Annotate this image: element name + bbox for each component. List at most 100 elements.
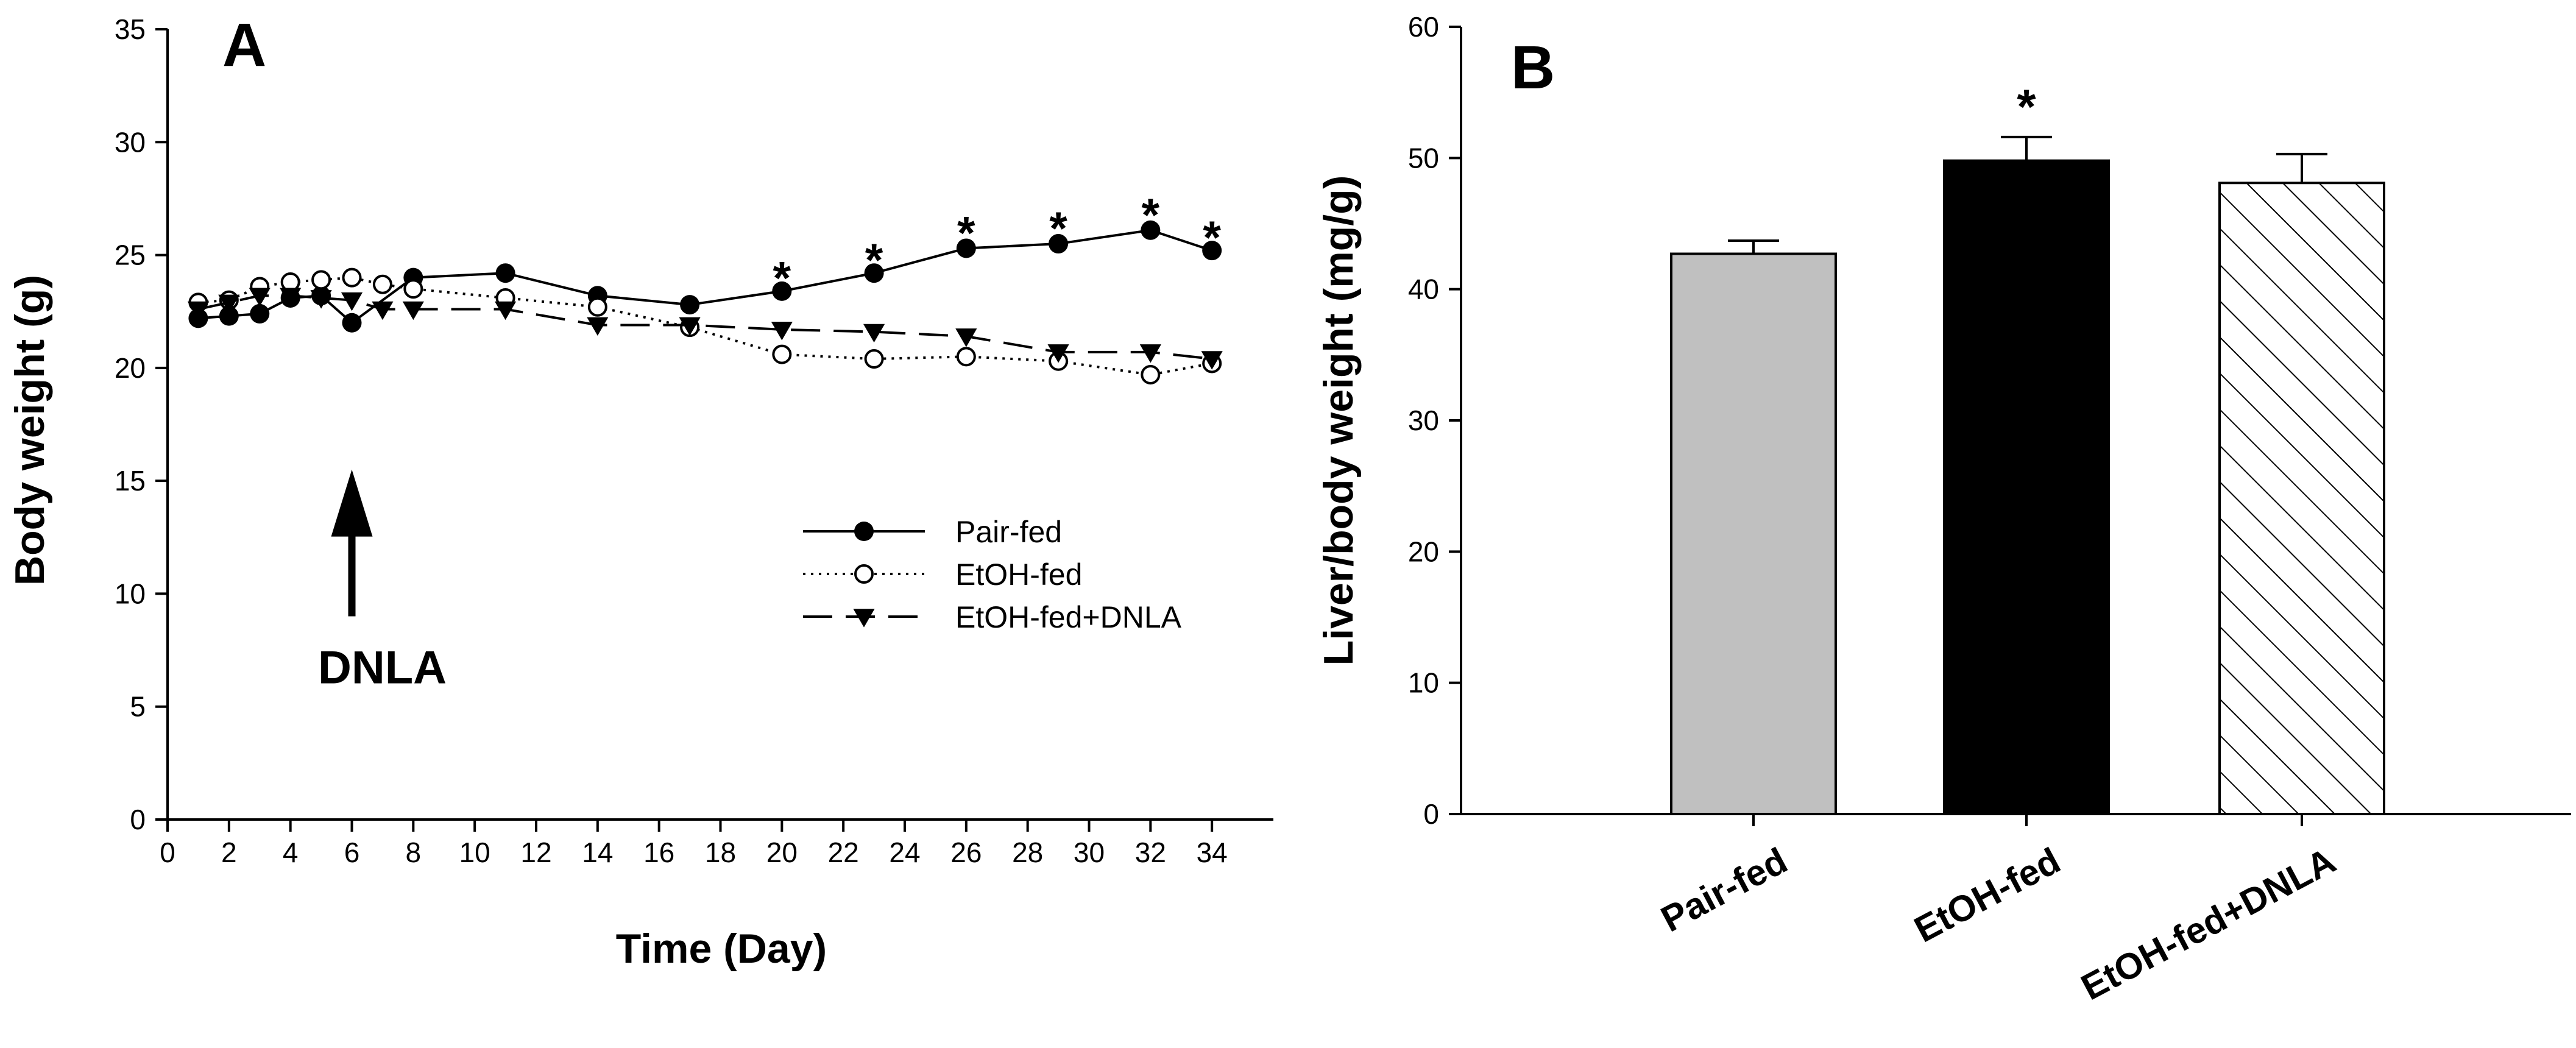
series-line-pair-fed [198, 228, 1212, 325]
data-point-pair-fed [1049, 234, 1069, 254]
panel-a-series [187, 220, 1223, 384]
panel-b-x-tick-labels: Pair-fed EtOH-fed EtOH-fed+DNLA [1654, 840, 2342, 1008]
panel-b-y-axis-title: Liver/body weight (mg/g) [1315, 175, 1362, 666]
data-point-pair-fed [680, 295, 700, 315]
data-point-etoh-fed-dnla [955, 328, 977, 347]
data-point-etoh-fed-dnla [249, 288, 271, 306]
y-tick-label: 0 [1423, 798, 1439, 830]
dnla-label: DNLA [318, 642, 447, 693]
data-point-etoh-fed [772, 344, 792, 364]
data-point-etoh-fed-dnla [679, 317, 701, 336]
panel-a-label: A [222, 11, 266, 79]
series-pair-fed [188, 220, 1222, 333]
x-tick-label: 24 [889, 837, 920, 868]
panel-a-y-axis-title: Body weight (g) [7, 275, 53, 586]
data-point-etoh-fed [403, 279, 423, 299]
y-tick-label: 5 [130, 691, 146, 723]
data-point-pair-fed [864, 263, 884, 283]
data-point-etoh-fed [956, 347, 976, 367]
panel-b-y-ticks: 0 10 20 30 40 50 60 [1408, 11, 1461, 830]
significance-star: * [2017, 79, 2036, 133]
significance-star: * [773, 253, 791, 305]
legend-entry-etoh-fed: EtOH-fed [803, 558, 1082, 592]
data-point-etoh-fed [587, 297, 607, 317]
significance-star: * [1142, 189, 1160, 241]
data-point-etoh-fed-dnla [218, 294, 240, 313]
x-tick-label-pair-fed: Pair-fed [1654, 840, 1794, 940]
panel-a: A 0 2 4 6 8 10 12 14 16 18 20 22 24 26 28 30 32 34 051015… [7, 11, 1273, 972]
dnla-arrow-head [331, 469, 373, 537]
x-tick-label: 20 [766, 837, 798, 868]
data-point-pair-fed [1202, 241, 1222, 261]
bar-group-pair-fed [1670, 239, 1837, 826]
bar-etoh-fed [1943, 159, 2110, 815]
legend-entry-pair-fed: Pair-fed [803, 515, 1062, 549]
y-tick-label: 10 [115, 578, 146, 609]
x-tick-label: 10 [459, 837, 490, 868]
legend-marker [853, 609, 875, 628]
x-tick-label: 0 [160, 837, 175, 868]
data-point-etoh-fed-dnla [863, 324, 885, 343]
x-tick-label: 32 [1135, 837, 1166, 868]
panel-a-legend: Pair-fed EtOH-fed EtOH-fed+DNLA [803, 515, 1182, 634]
data-point-etoh-fed-dnla [1201, 351, 1223, 370]
significance-star: * [1203, 212, 1221, 264]
y-tick-label: 20 [115, 352, 146, 384]
y-tick-label: 50 [1408, 142, 1439, 174]
data-point-etoh-fed-dnla [1047, 344, 1069, 363]
panel-a-axes [166, 29, 1273, 821]
bar-etoh-fed-dnla [2218, 182, 2385, 815]
x-tick-label: 22 [828, 837, 859, 868]
data-point-pair-fed [1141, 220, 1161, 240]
bar-group-etoh-fed-dnla [2218, 152, 2385, 826]
panel-a-dnla-annotation: DNLA [318, 469, 447, 693]
panel-a-significance: * * * * * * [773, 189, 1222, 305]
data-point-etoh-fed-dnla [372, 301, 394, 320]
data-point-etoh-fed [311, 270, 331, 290]
x-tick-label: 18 [705, 837, 736, 868]
panel-b-significance: * [2017, 79, 2036, 133]
data-point-pair-fed [250, 303, 270, 324]
x-tick-label: 26 [950, 837, 982, 868]
data-point-etoh-fed-dnla [280, 288, 302, 306]
y-tick-label: 20 [1408, 536, 1439, 567]
data-point-pair-fed [495, 263, 515, 283]
panel-a-y-ticks: 0 5 10 15 20 25 30 35 [115, 13, 168, 835]
data-point-pair-fed [772, 281, 792, 301]
data-point-etoh-fed-dnla [1139, 344, 1161, 363]
x-tick-label: 6 [344, 837, 360, 868]
y-tick-label: 35 [115, 13, 146, 45]
x-tick-label-etoh-fed: EtOH-fed [1908, 840, 2067, 950]
data-point-etoh-fed [342, 267, 362, 288]
x-tick-label: 28 [1012, 837, 1043, 868]
panel-b: B 0 10 20 30 40 50 60 Liver/body weight (mg/g)… [1315, 11, 2571, 1008]
data-point-etoh-fed [372, 274, 392, 294]
data-point-etoh-fed-dnla [587, 317, 609, 336]
series-etoh-fed-dnla [187, 288, 1223, 370]
legend-entry-etoh-fed-dnla: EtOH-fed+DNLA [803, 600, 1182, 634]
y-tick-label: 60 [1408, 11, 1439, 43]
x-tick-label: 8 [406, 837, 422, 868]
y-tick-label: 25 [115, 239, 146, 271]
x-tick-label: 2 [221, 837, 237, 868]
x-tick-label: 16 [643, 837, 674, 868]
y-tick-label: 15 [115, 465, 146, 497]
legend-marker [854, 564, 874, 584]
significance-star: * [957, 207, 975, 259]
data-point-pair-fed [342, 313, 362, 333]
panel-a-x-ticks: 0 2 4 6 8 10 12 14 16 18 20 22 24 26 28 30 32 34 [160, 820, 1228, 868]
legend-label: Pair-fed [955, 515, 1062, 549]
y-tick-label: 40 [1408, 274, 1439, 305]
data-point-etoh-fed-dnla [310, 290, 332, 309]
panel-a-x-axis-title: Time (Day) [616, 926, 827, 972]
x-tick-label: 34 [1197, 837, 1228, 868]
data-point-etoh-fed-dnla [771, 322, 793, 341]
data-point-pair-fed [219, 306, 239, 326]
data-point-etoh-fed-dnla [494, 301, 517, 320]
legend-label: EtOH-fed+DNLA [955, 600, 1182, 634]
x-tick-label-etoh-fed-dnla: EtOH-fed+DNLA [2075, 840, 2342, 1008]
data-point-pair-fed [956, 238, 976, 258]
y-tick-label: 10 [1408, 667, 1439, 699]
data-point-etoh-fed-dnla [402, 301, 424, 320]
legend-marker [854, 522, 874, 541]
